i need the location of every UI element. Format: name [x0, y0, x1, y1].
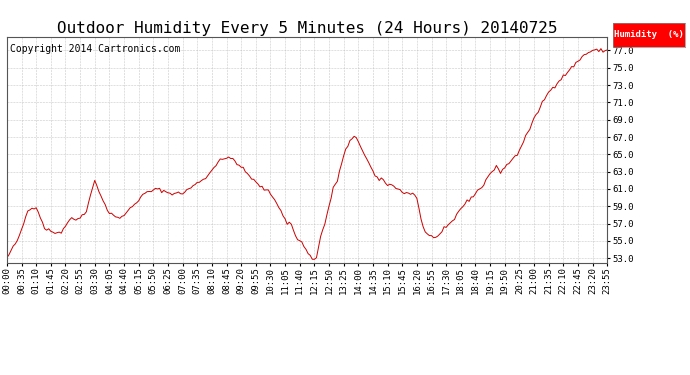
Text: Humidity  (%): Humidity (%): [614, 30, 684, 39]
Title: Outdoor Humidity Every 5 Minutes (24 Hours) 20140725: Outdoor Humidity Every 5 Minutes (24 Hou…: [57, 21, 558, 36]
Text: Copyright 2014 Cartronics.com: Copyright 2014 Cartronics.com: [10, 44, 180, 54]
